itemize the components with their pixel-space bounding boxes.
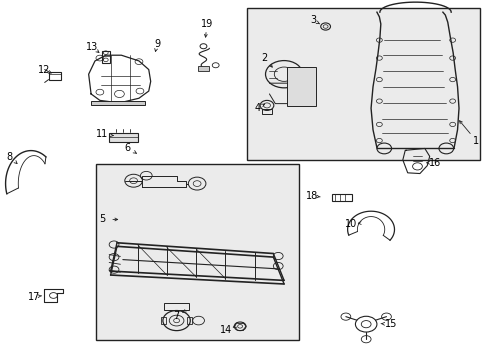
Text: 4: 4: [254, 103, 260, 113]
Text: 10: 10: [345, 219, 358, 229]
Bar: [109, 133, 138, 142]
Bar: [332, 194, 351, 201]
Bar: [187, 317, 192, 324]
Text: 8: 8: [6, 152, 13, 162]
Text: 7: 7: [173, 311, 180, 321]
Text: 9: 9: [154, 40, 160, 49]
Bar: [287, 67, 316, 107]
Text: 19: 19: [201, 19, 213, 29]
Text: 16: 16: [429, 158, 441, 168]
Bar: [262, 109, 272, 114]
Text: 14: 14: [220, 325, 233, 335]
Bar: [49, 72, 61, 80]
Bar: [164, 303, 189, 310]
Bar: [96, 164, 299, 339]
Bar: [161, 317, 166, 324]
Text: 2: 2: [262, 53, 268, 63]
Text: 1: 1: [473, 136, 479, 145]
Text: 13: 13: [86, 42, 98, 52]
Bar: [197, 66, 209, 71]
Bar: [91, 101, 145, 105]
Text: 12: 12: [38, 64, 50, 75]
Bar: [247, 8, 480, 160]
Text: 11: 11: [96, 129, 108, 139]
Text: 3: 3: [310, 15, 317, 26]
Text: 5: 5: [99, 215, 105, 224]
Bar: [102, 51, 110, 63]
Text: 18: 18: [306, 191, 318, 201]
Text: 6: 6: [124, 143, 131, 153]
Text: 15: 15: [386, 319, 398, 329]
Text: 17: 17: [28, 292, 40, 302]
